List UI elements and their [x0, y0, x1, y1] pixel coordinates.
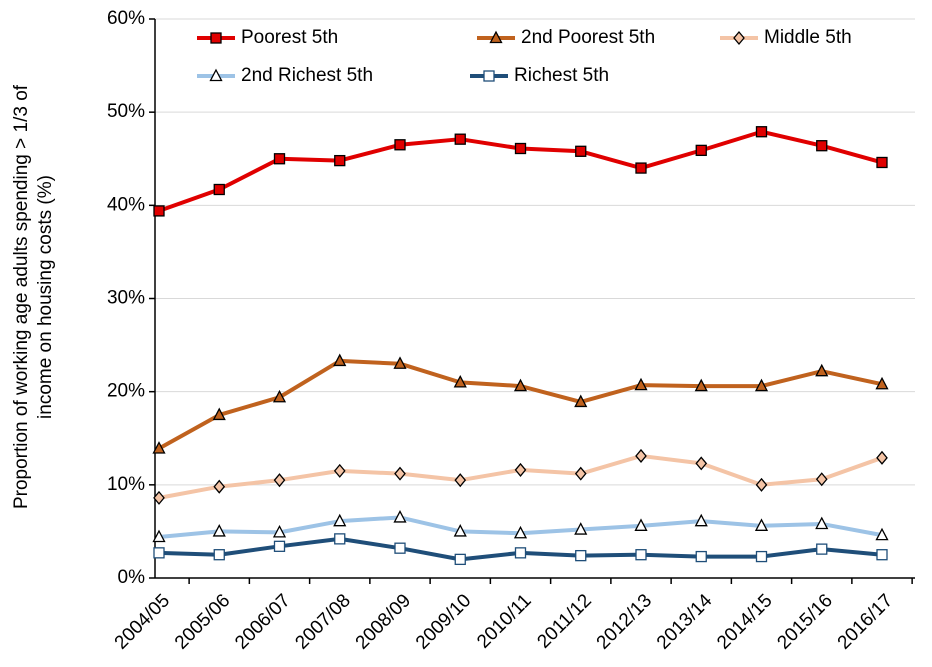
marker: [394, 542, 406, 554]
x-tick-label: 2004/05: [111, 590, 174, 653]
legend-label: 2nd Richest 5th: [241, 65, 373, 86]
x-tick-label: 2006/07: [231, 590, 294, 653]
marker: [213, 183, 225, 196]
marker: [875, 376, 889, 390]
marker: [393, 510, 407, 523]
marker: [694, 513, 708, 527]
marker: [152, 441, 166, 454]
marker: [489, 30, 503, 44]
y-tick-label: 60%: [107, 8, 145, 29]
marker: [483, 70, 495, 82]
x-tick-label: 2011/12: [533, 590, 595, 652]
marker: [754, 378, 769, 392]
marker: [635, 448, 647, 463]
marker: [272, 524, 287, 538]
legend-label: Middle 5th: [764, 27, 852, 48]
x-tick-label: 2014/15: [713, 590, 776, 653]
x-tick-label: 2008/09: [352, 590, 415, 653]
marker: [212, 524, 226, 537]
marker: [575, 145, 587, 157]
marker: [634, 377, 648, 391]
marker: [453, 524, 467, 537]
marker: [815, 516, 829, 530]
x-tick-label: 2010/11: [473, 590, 535, 652]
marker: [153, 490, 165, 505]
y-tick-label: 0%: [118, 567, 146, 588]
marker: [635, 549, 647, 561]
marker: [876, 156, 888, 169]
x-tick-label: 2009/10: [412, 590, 475, 653]
x-tick-label: 2015/16: [773, 590, 836, 653]
marker: [695, 550, 707, 563]
marker: [334, 154, 346, 167]
x-tick-label: 2007/08: [291, 590, 354, 653]
marker: [454, 473, 467, 488]
x-tick-label: 2012/13: [593, 590, 656, 653]
y-tick-label: 50%: [107, 101, 145, 122]
marker: [210, 32, 222, 44]
marker: [514, 547, 527, 559]
marker: [393, 356, 407, 369]
y-axis-label: Proportion of working age adults spendin…: [11, 84, 32, 509]
y-tick-label: 30%: [107, 288, 145, 309]
marker: [272, 389, 287, 403]
series-line: [158, 358, 883, 451]
x-tick-label: 2016/17: [834, 590, 897, 653]
marker: [635, 162, 647, 174]
marker: [575, 549, 587, 562]
marker: [816, 140, 828, 152]
marker: [695, 144, 707, 157]
marker: [453, 374, 467, 388]
legend-label: Poorest 5th: [241, 27, 338, 48]
marker: [574, 466, 587, 481]
marker: [876, 450, 888, 465]
marker: [273, 473, 286, 488]
legend-label: 2nd Poorest 5th: [521, 27, 655, 48]
marker: [394, 139, 406, 151]
marker: [454, 553, 466, 566]
marker: [815, 363, 829, 377]
marker: [333, 353, 347, 367]
marker: [513, 378, 528, 392]
marker: [213, 479, 226, 494]
marker: [694, 378, 708, 392]
marker: [152, 529, 166, 543]
marker: [875, 527, 889, 541]
marker: [755, 126, 768, 138]
marker: [514, 462, 527, 477]
marker: [454, 133, 466, 145]
y-axis-label: income on housing costs (%): [35, 175, 56, 419]
marker: [514, 142, 527, 155]
marker: [574, 394, 588, 408]
marker: [815, 472, 828, 487]
marker: [333, 513, 347, 527]
marker: [513, 525, 528, 539]
y-tick-label: 10%: [107, 474, 145, 495]
y-tick-label: 20%: [107, 381, 145, 402]
marker: [754, 518, 769, 531]
marker: [334, 533, 346, 545]
marker: [394, 466, 406, 481]
marker: [574, 522, 588, 535]
marker: [273, 153, 286, 165]
marker: [213, 549, 225, 561]
legend-label: Richest 5th: [514, 65, 609, 86]
marker: [695, 456, 708, 471]
marker: [634, 518, 648, 531]
marker: [153, 547, 165, 559]
marker: [733, 30, 745, 46]
marker: [755, 477, 768, 492]
x-tick-label: 2005/06: [171, 590, 234, 653]
y-tick-label: 40%: [107, 194, 145, 215]
marker: [816, 543, 828, 555]
marker: [333, 463, 346, 478]
marker: [153, 205, 165, 217]
x-tick-label: 2013/14: [653, 590, 717, 654]
marker: [755, 550, 768, 563]
marker: [273, 540, 286, 552]
marker: [212, 407, 226, 421]
marker: [209, 68, 223, 82]
marker: [876, 549, 888, 561]
